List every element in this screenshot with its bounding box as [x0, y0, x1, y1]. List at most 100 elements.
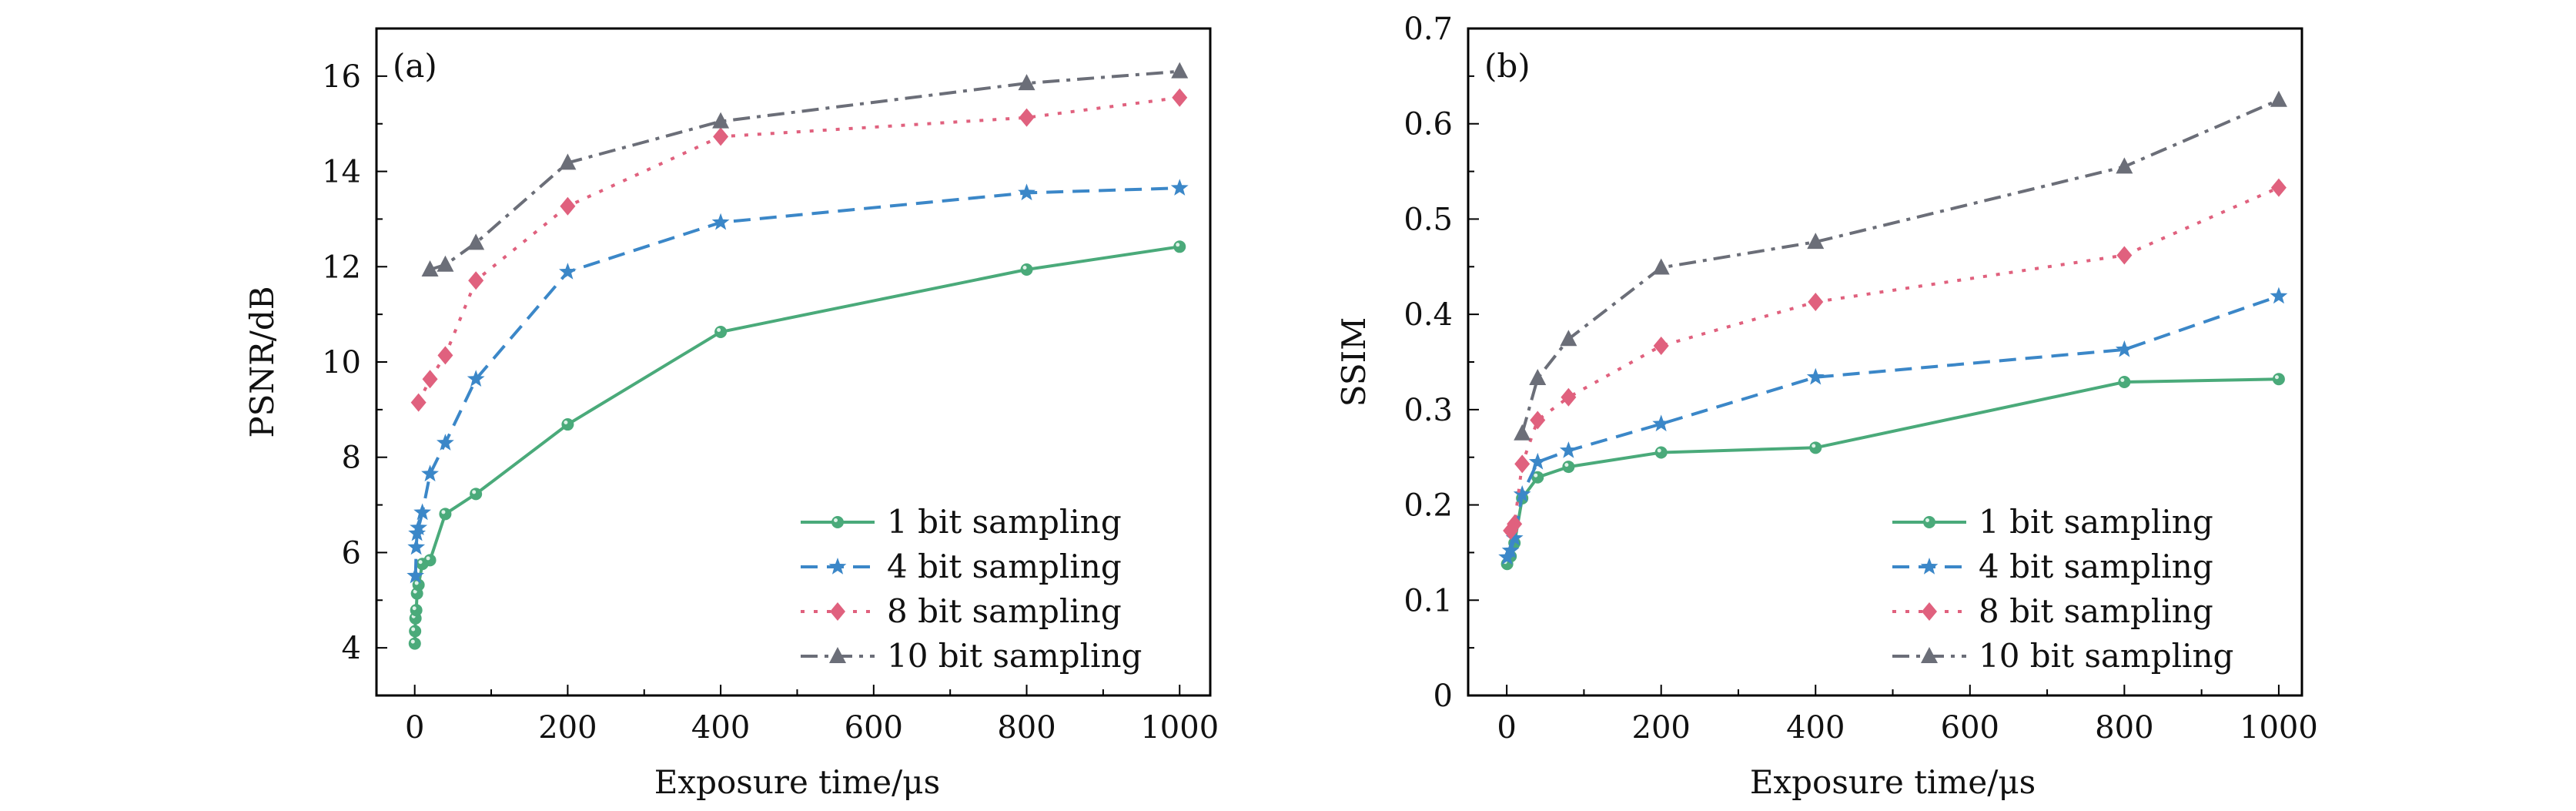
data-point-star — [1652, 414, 1671, 432]
series-line — [1505, 294, 2280, 558]
psnr-chart: (a) Exposure time/μs PSNR/dB 0 200 400 600 8… — [243, 27, 1219, 801]
data-point-triangle — [2116, 157, 2133, 174]
series-line — [430, 69, 1180, 271]
data-point-diamond — [422, 370, 438, 389]
legend-label: 1 bit sampling — [887, 503, 1122, 541]
data-point-triangle — [437, 255, 454, 272]
data-point-diamond — [1019, 108, 1035, 127]
x-tick-label: 600 — [845, 710, 903, 746]
y-tick-label: 0.7 — [1403, 12, 1453, 47]
data-point-circle — [408, 637, 421, 650]
series-line — [1509, 186, 2280, 531]
legend-label: 8 bit sampling — [1979, 592, 2213, 630]
legend-label: 10 bit sampling — [887, 637, 1142, 675]
y-tick-label: 0.2 — [1403, 488, 1453, 524]
data-point-circle-highlight — [564, 421, 568, 425]
legend-marker-star — [828, 558, 847, 575]
x-tick-label: 0 — [1497, 710, 1516, 746]
data-point-star — [1501, 541, 1520, 558]
y-tick-label: 0.4 — [1403, 297, 1453, 333]
data-point-circle-highlight — [441, 510, 446, 514]
data-point-circle — [2118, 375, 2131, 388]
panel-label-a: (a) — [393, 47, 437, 85]
data-point-circle-highlight — [412, 606, 417, 611]
data-point-circle — [714, 326, 728, 339]
x-tick-label: 0 — [405, 710, 424, 746]
data-point-circle-highlight — [1812, 444, 1816, 448]
data-point-circle-highlight — [426, 556, 430, 561]
y-tick-label: 12 — [322, 250, 361, 285]
data-point-circle-highlight — [1176, 243, 1180, 247]
y-axis-title-a: PSNR/dB — [243, 286, 281, 437]
data-point-diamond — [468, 271, 484, 290]
y-tick-label: 10 — [322, 345, 361, 380]
data-point-circle — [1562, 461, 1575, 474]
x-axis-title-a: Exposure time/μs — [654, 763, 940, 801]
y-tick-label: 0 — [1434, 679, 1453, 714]
legend-label: 1 bit sampling — [1979, 503, 2213, 541]
data-point-circle — [409, 625, 422, 638]
data-point-circle — [470, 488, 483, 501]
data-point-star — [1513, 485, 1531, 502]
data-point-star — [406, 566, 425, 584]
data-point-circle — [1654, 446, 1668, 459]
data-point-triangle — [712, 112, 730, 129]
legend-label: 8 bit sampling — [887, 592, 1122, 630]
legend-marker-diamond — [1922, 602, 1937, 621]
data-point-circle-highlight — [1534, 473, 1538, 478]
data-point-circle — [439, 508, 452, 521]
data-point-star — [1505, 528, 1524, 546]
legend-label: 4 bit sampling — [887, 548, 1122, 585]
series-8-bit-sampling — [410, 88, 1188, 412]
y-tick-label: 0.6 — [1403, 107, 1453, 142]
y-tick-label: 0.1 — [1403, 583, 1453, 618]
data-point-diamond — [1530, 411, 1546, 430]
data-point-diamond — [1561, 387, 1577, 407]
series-1-bit-sampling — [408, 240, 1186, 650]
data-point-diamond — [1172, 88, 1188, 107]
data-point-star — [711, 213, 730, 230]
data-point-star — [1170, 179, 1189, 196]
legend-label: 4 bit sampling — [1979, 548, 2213, 585]
legend-marker-triangle — [829, 647, 846, 663]
data-point-circle-highlight — [413, 589, 417, 594]
data-point-diamond — [1808, 293, 1824, 312]
data-point-circle — [2272, 373, 2285, 386]
data-point-triangle — [1529, 369, 1547, 386]
x-tick-label: 400 — [1786, 710, 1845, 746]
y-tick-label: 14 — [322, 155, 361, 190]
data-point-star — [413, 503, 431, 521]
data-point-star — [407, 538, 426, 555]
data-point-circle-highlight — [2120, 377, 2125, 382]
data-point-star — [2115, 340, 2133, 357]
data-point-circle — [410, 604, 423, 617]
data-point-triangle — [1171, 62, 1189, 79]
x-axis-title-b: Exposure time/μs — [1750, 763, 2036, 801]
data-point-diamond — [1507, 514, 1523, 534]
data-point-star — [1806, 367, 1825, 385]
data-point-diamond — [437, 346, 453, 365]
data-point-triangle — [1807, 233, 1825, 250]
x-tick-label: 400 — [691, 710, 750, 746]
data-point-diamond — [2116, 246, 2133, 265]
x-tick-label: 200 — [1632, 710, 1691, 746]
data-point-circle-highlight — [1022, 265, 1027, 270]
legend-marker-circle-highlight — [834, 518, 838, 522]
data-point-triangle — [1652, 258, 1670, 275]
data-point-circle-highlight — [717, 328, 721, 333]
y-axis-title-b: SSIM — [1335, 317, 1373, 407]
x-tick-label: 1000 — [2240, 710, 2318, 746]
y-tick-label: 16 — [322, 59, 361, 95]
y-tick-label: 0.5 — [1403, 202, 1453, 237]
x-tick-label: 1000 — [1140, 710, 1219, 746]
data-point-star — [1559, 441, 1577, 458]
data-point-diamond — [560, 196, 576, 216]
legend-marker-triangle — [1921, 647, 1938, 663]
data-point-circle-highlight — [1657, 448, 1661, 453]
ssim-chart: (b) Exposure time/μs SSIM 0 200 400 600 800 1… — [1335, 12, 2318, 801]
data-point-triangle — [1560, 330, 1577, 347]
data-point-star — [437, 434, 454, 451]
data-point-circle — [1020, 263, 1033, 276]
legend-label: 10 bit sampling — [1979, 637, 2233, 675]
